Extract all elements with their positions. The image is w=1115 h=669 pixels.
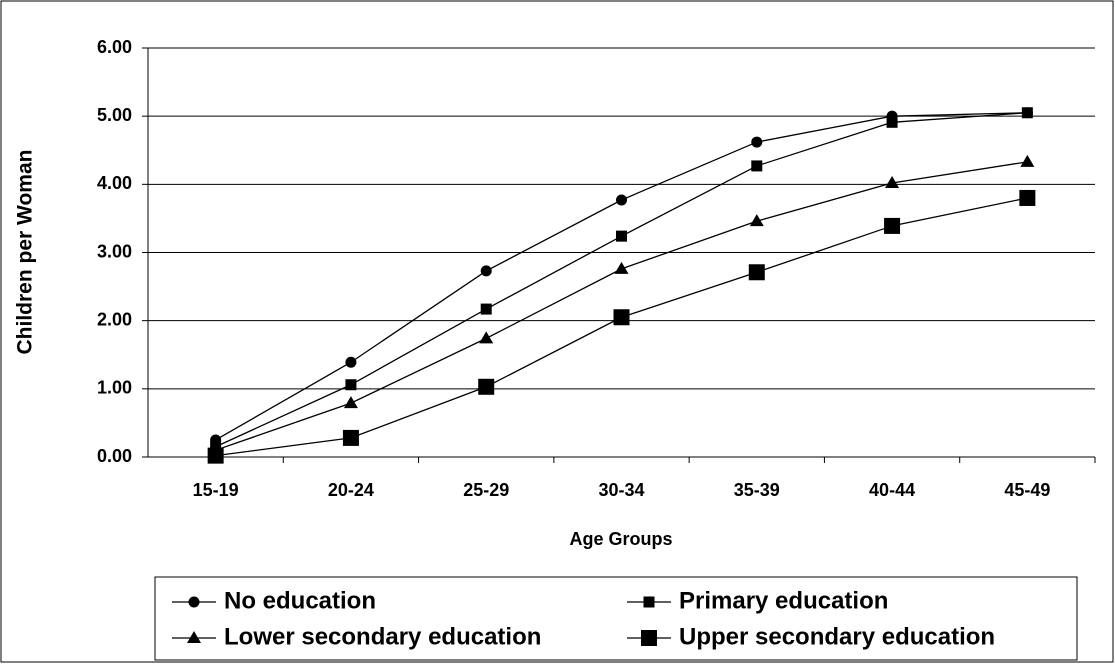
marker: [478, 378, 495, 395]
marker: [207, 447, 224, 464]
legend-label: Primary education: [679, 587, 888, 614]
marker: [643, 596, 655, 608]
marker: [749, 214, 764, 227]
y-tick-label: 1.00: [97, 378, 132, 398]
marker: [751, 160, 763, 172]
legend-box: [154, 576, 1078, 661]
y-tick-label: 6.00: [97, 37, 132, 57]
legend-label: Upper secondary education: [679, 623, 995, 650]
marker: [884, 217, 901, 234]
marker: [345, 379, 357, 391]
y-axis-label: Children per Woman: [14, 150, 37, 355]
marker: [641, 630, 657, 646]
marker: [886, 116, 898, 128]
marker: [614, 261, 629, 274]
x-axis-label: Age Groups: [569, 529, 672, 549]
marker: [748, 264, 765, 281]
marker: [480, 303, 492, 315]
marker: [343, 396, 358, 409]
y-tick-label: 0.00: [97, 446, 132, 466]
marker: [342, 429, 359, 446]
x-tick-label: 30-34: [598, 480, 644, 500]
y-tick-label: 5.00: [97, 105, 132, 125]
y-tick-label: 2.00: [97, 309, 132, 329]
x-tick-label: 20-24: [328, 480, 374, 500]
marker: [616, 230, 627, 242]
marker: [1019, 189, 1036, 206]
x-tick-label: 40-44: [869, 480, 915, 500]
marker: [345, 356, 357, 368]
legend-label: No education: [224, 587, 376, 614]
marker: [616, 194, 627, 206]
x-tick-label: 25-29: [463, 480, 509, 500]
y-tick-label: 3.00: [97, 241, 132, 261]
marker: [479, 331, 494, 344]
legend-label: Lower secondary education: [224, 623, 541, 650]
marker: [480, 265, 492, 277]
marker: [1020, 154, 1035, 167]
marker: [613, 309, 630, 326]
marker: [188, 596, 200, 608]
marker: [1021, 107, 1033, 119]
x-tick-label: 45-49: [1004, 480, 1050, 500]
marker: [885, 175, 900, 188]
y-tick-label: 4.00: [97, 173, 132, 193]
marker: [751, 136, 763, 148]
marker: [187, 631, 201, 643]
x-tick-label: 15-19: [193, 480, 239, 500]
x-tick-label: 35-39: [734, 480, 780, 500]
